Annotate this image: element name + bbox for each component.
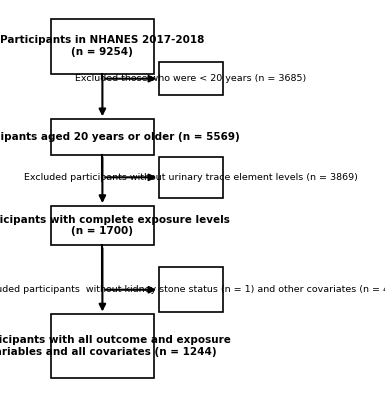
FancyBboxPatch shape	[51, 18, 154, 74]
Text: Participants with complete exposure levels
(n = 1700): Participants with complete exposure leve…	[0, 215, 230, 236]
FancyBboxPatch shape	[51, 314, 154, 378]
Text: Excluded participants  without kidney stone status (n = 1) and other covariates : Excluded participants without kidney sto…	[0, 285, 385, 294]
FancyBboxPatch shape	[51, 119, 154, 155]
Text: Excluded participants without urinary trace element levels (n = 3869): Excluded participants without urinary tr…	[24, 173, 358, 182]
FancyBboxPatch shape	[159, 157, 223, 198]
Text: Participants with all outcome and exposure
variables and all covariates (n = 124: Participants with all outcome and exposu…	[0, 335, 231, 357]
Text: Excluded those who were < 20 years (n = 3685): Excluded those who were < 20 years (n = …	[75, 74, 307, 83]
FancyBboxPatch shape	[159, 62, 223, 96]
FancyBboxPatch shape	[51, 206, 154, 245]
Text: Participants aged 20 years or older (n = 5569): Participants aged 20 years or older (n =…	[0, 132, 239, 142]
Text: Participants in NHANES 2017-2018
(n = 9254): Participants in NHANES 2017-2018 (n = 92…	[0, 35, 204, 57]
FancyBboxPatch shape	[159, 267, 223, 312]
